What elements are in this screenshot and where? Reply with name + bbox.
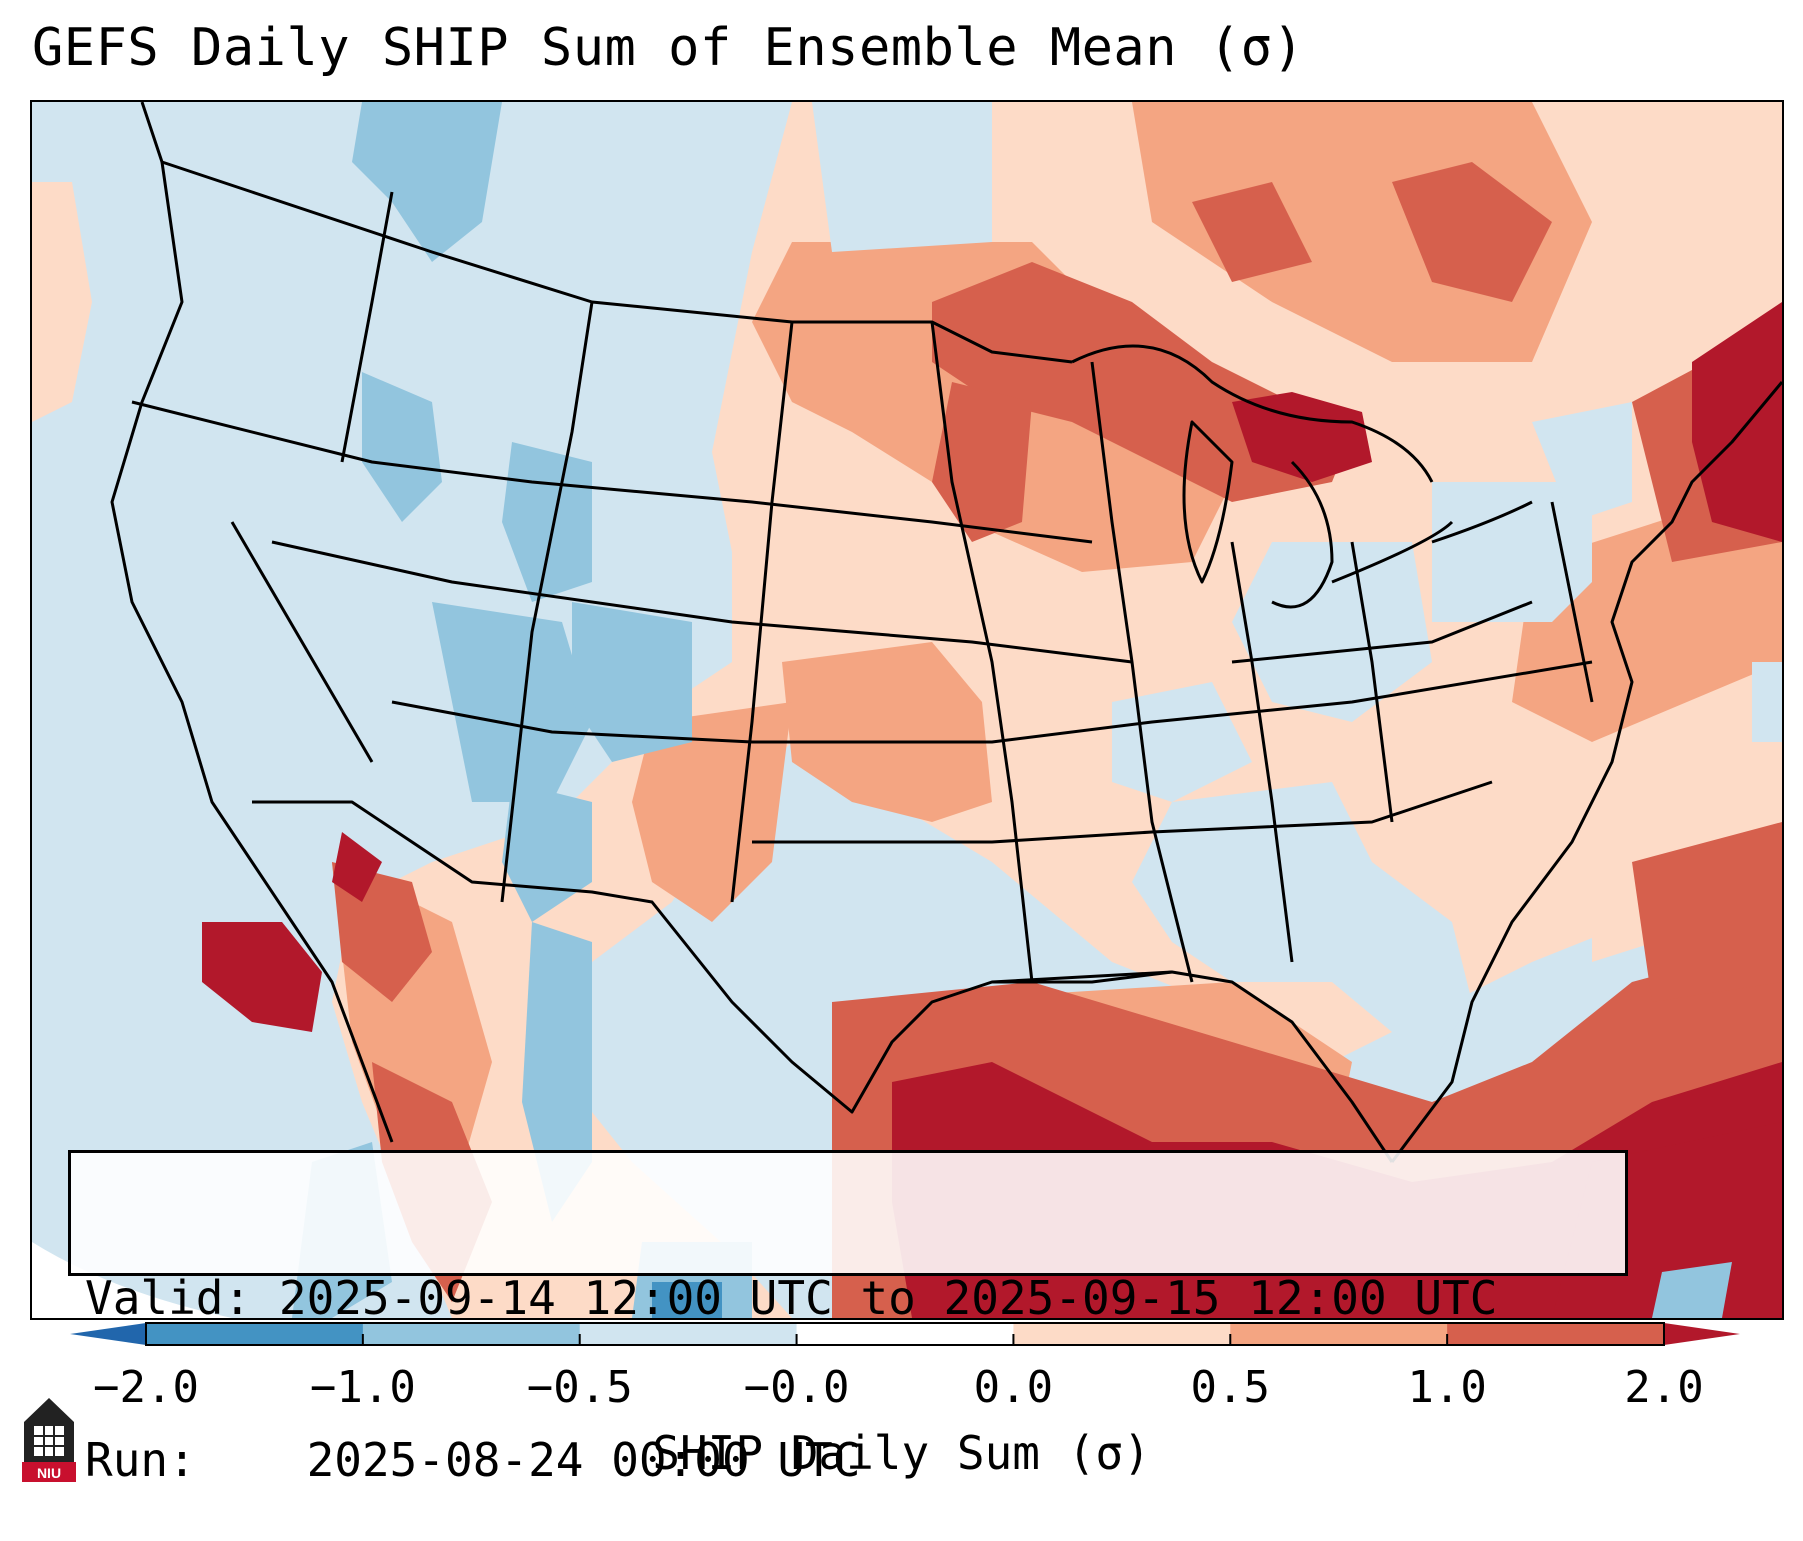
colorbar-bin — [1230, 1323, 1448, 1345]
colorbar-tick-label: 1.0 — [1407, 1362, 1487, 1413]
valid-value: 2025-09-14 12:00 UTC to 2025-09-15 12:00… — [278, 1271, 1498, 1325]
no-data-corner — [32, 1242, 232, 1318]
colorbar-bin — [146, 1323, 364, 1345]
map-title: GEFS Daily SHIP Sum of Ensemble Mean (σ) — [32, 18, 1305, 78]
logo-text: NIU — [37, 1465, 61, 1481]
colorbar-bin — [1447, 1323, 1665, 1345]
niu-logo: NIU — [22, 1398, 76, 1482]
colorbar-tick-label: −2.0 — [93, 1362, 199, 1413]
colorbar-extend-max — [1664, 1323, 1740, 1345]
run-row: Run: 2025-08-24 00:00 UTC — [85, 1433, 1611, 1487]
colorbar — [70, 1322, 1740, 1346]
colorbar-label: SHIP Daily Sum (σ) — [652, 1426, 1151, 1480]
valid-run-info-box: Valid: 2025-09-14 12:00 UTC to 2025-09-1… — [68, 1150, 1628, 1487]
run-value: 2025-08-24 00:00 UTC — [306, 1433, 861, 1487]
neg-strong-regions — [652, 1282, 722, 1318]
colorbar-tick-label: 2.0 — [1624, 1362, 1704, 1413]
colorbar-tick-label: 0.5 — [1190, 1362, 1271, 1413]
borders — [110, 102, 1782, 1163]
neg-weak-overlays — [812, 102, 1782, 1062]
colorbar-bin — [1013, 1323, 1231, 1345]
colorbar-extend-min — [70, 1323, 146, 1345]
colorbar-tick-label: −0.0 — [743, 1362, 850, 1413]
colorbar-bin — [362, 1323, 581, 1345]
valid-row: Valid: 2025-09-14 12:00 UTC to 2025-09-1… — [85, 1271, 1611, 1325]
map-svg — [32, 102, 1782, 1318]
neg-mid-regions — [292, 102, 1732, 1318]
colorbar-bin — [579, 1323, 798, 1345]
run-label: Run: — [85, 1433, 196, 1487]
map-panel — [30, 100, 1784, 1320]
valid-label: Valid: — [85, 1271, 252, 1325]
colorbar-tick-label: −0.5 — [526, 1362, 633, 1413]
colorbar-tick-label: −1.0 — [309, 1362, 416, 1413]
colorbar-bin — [796, 1323, 1014, 1345]
colorbar-tick-label: 0.0 — [973, 1362, 1054, 1413]
